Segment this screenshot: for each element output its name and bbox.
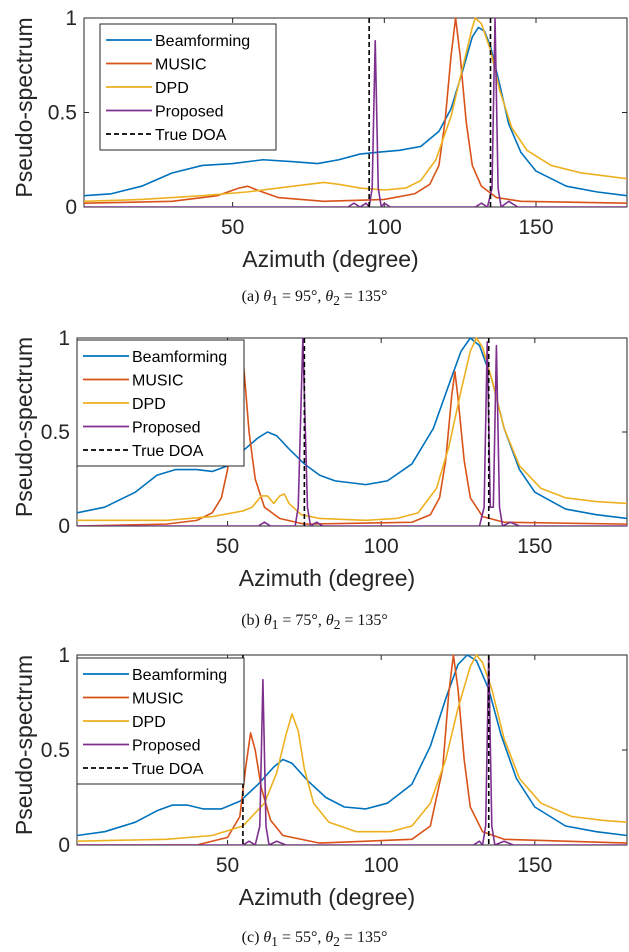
x-tick-label: 100 xyxy=(364,854,399,877)
series-proposed xyxy=(84,17,627,207)
caption-a: (a) θ1 = 95°, θ2 = 135° xyxy=(241,288,388,309)
legend-entry: Proposed xyxy=(155,104,224,121)
legend-entry: DPD xyxy=(132,396,166,413)
series-beamforming xyxy=(84,26,627,197)
legend-entry: Beamforming xyxy=(132,349,227,366)
x-axis-label: Azimuth (degree) xyxy=(239,884,415,910)
legend: Beamforming MUSIC DPD Proposed True DOA xyxy=(99,23,277,151)
chart-1: 50 100 150 0 0.5 1 Azimuth (degree) Pseudo-spec… xyxy=(11,327,628,591)
x-tick-label: 50 xyxy=(221,216,244,239)
series-dpd xyxy=(84,17,627,203)
series-music xyxy=(77,340,627,526)
series-dpd xyxy=(77,337,627,522)
x-tick-label: 150 xyxy=(517,854,552,877)
y-tick-label: 1 xyxy=(58,644,70,667)
plot-area xyxy=(84,17,627,207)
y-tick-label: 0.5 xyxy=(41,421,70,444)
y-tick-label: 0 xyxy=(65,196,77,219)
plot-area xyxy=(77,654,627,845)
legend: Beamforming MUSIC DPD Proposed True DOA xyxy=(76,339,245,467)
series-beamforming xyxy=(77,654,627,837)
series-music xyxy=(77,654,627,845)
y-tick-label: 0.5 xyxy=(48,102,77,125)
chart-0: 50 100 150 0 0.5 1 Azimuth (degree) Pseudo-spec… xyxy=(11,7,628,272)
series-dpd xyxy=(77,654,627,842)
legend-entry: Beamforming xyxy=(155,33,250,50)
x-tick-label: 50 xyxy=(216,854,239,877)
y-tick-label: 0.5 xyxy=(41,739,70,762)
chart-2: 50 100 150 0 0.5 1 Azimuth (degree) Pseudo-spec… xyxy=(11,644,628,910)
caption-c: (c) θ1 = 55°, θ2 = 135° xyxy=(241,929,388,950)
x-tick-label: 100 xyxy=(364,535,399,558)
y-axis-label: Pseudo-spectrum xyxy=(11,17,37,197)
legend-entry: Proposed xyxy=(132,738,201,755)
legend-entry: Proposed xyxy=(132,420,201,437)
legend-entry: DPD xyxy=(132,714,166,731)
plot-area xyxy=(77,337,627,526)
y-axis-label: Pseudo-spectrum xyxy=(11,337,37,517)
x-tick-label: 150 xyxy=(517,535,552,558)
legend-entry: True DOA xyxy=(132,761,204,778)
y-tick-label: 1 xyxy=(58,327,70,350)
x-axis-label: Azimuth (degree) xyxy=(242,246,418,272)
series-proposed xyxy=(77,654,627,845)
legend: Beamforming MUSIC DPD Proposed True DOA xyxy=(76,657,245,785)
legend-entry: DPD xyxy=(155,80,189,97)
series-music xyxy=(84,17,627,205)
y-axis-label: Pseudo-spectrum xyxy=(11,655,37,835)
series-proposed xyxy=(77,337,627,526)
legend-entry: True DOA xyxy=(132,443,204,460)
legend-entry: MUSIC xyxy=(132,373,184,390)
legend-entry: Beamforming xyxy=(132,667,227,684)
caption-b: (b) θ1 = 75°, θ2 = 135° xyxy=(241,612,388,633)
x-axis-label: Azimuth (degree) xyxy=(239,565,415,591)
x-tick-label: 50 xyxy=(216,535,239,558)
x-tick-label: 100 xyxy=(367,216,402,239)
legend-entry: True DOA xyxy=(155,127,227,144)
y-tick-label: 1 xyxy=(65,7,77,30)
y-tick-label: 0 xyxy=(58,515,70,538)
y-tick-label: 0 xyxy=(58,834,70,857)
x-tick-label: 150 xyxy=(518,216,553,239)
legend-entry: MUSIC xyxy=(155,57,207,74)
legend-entry: MUSIC xyxy=(132,691,184,708)
